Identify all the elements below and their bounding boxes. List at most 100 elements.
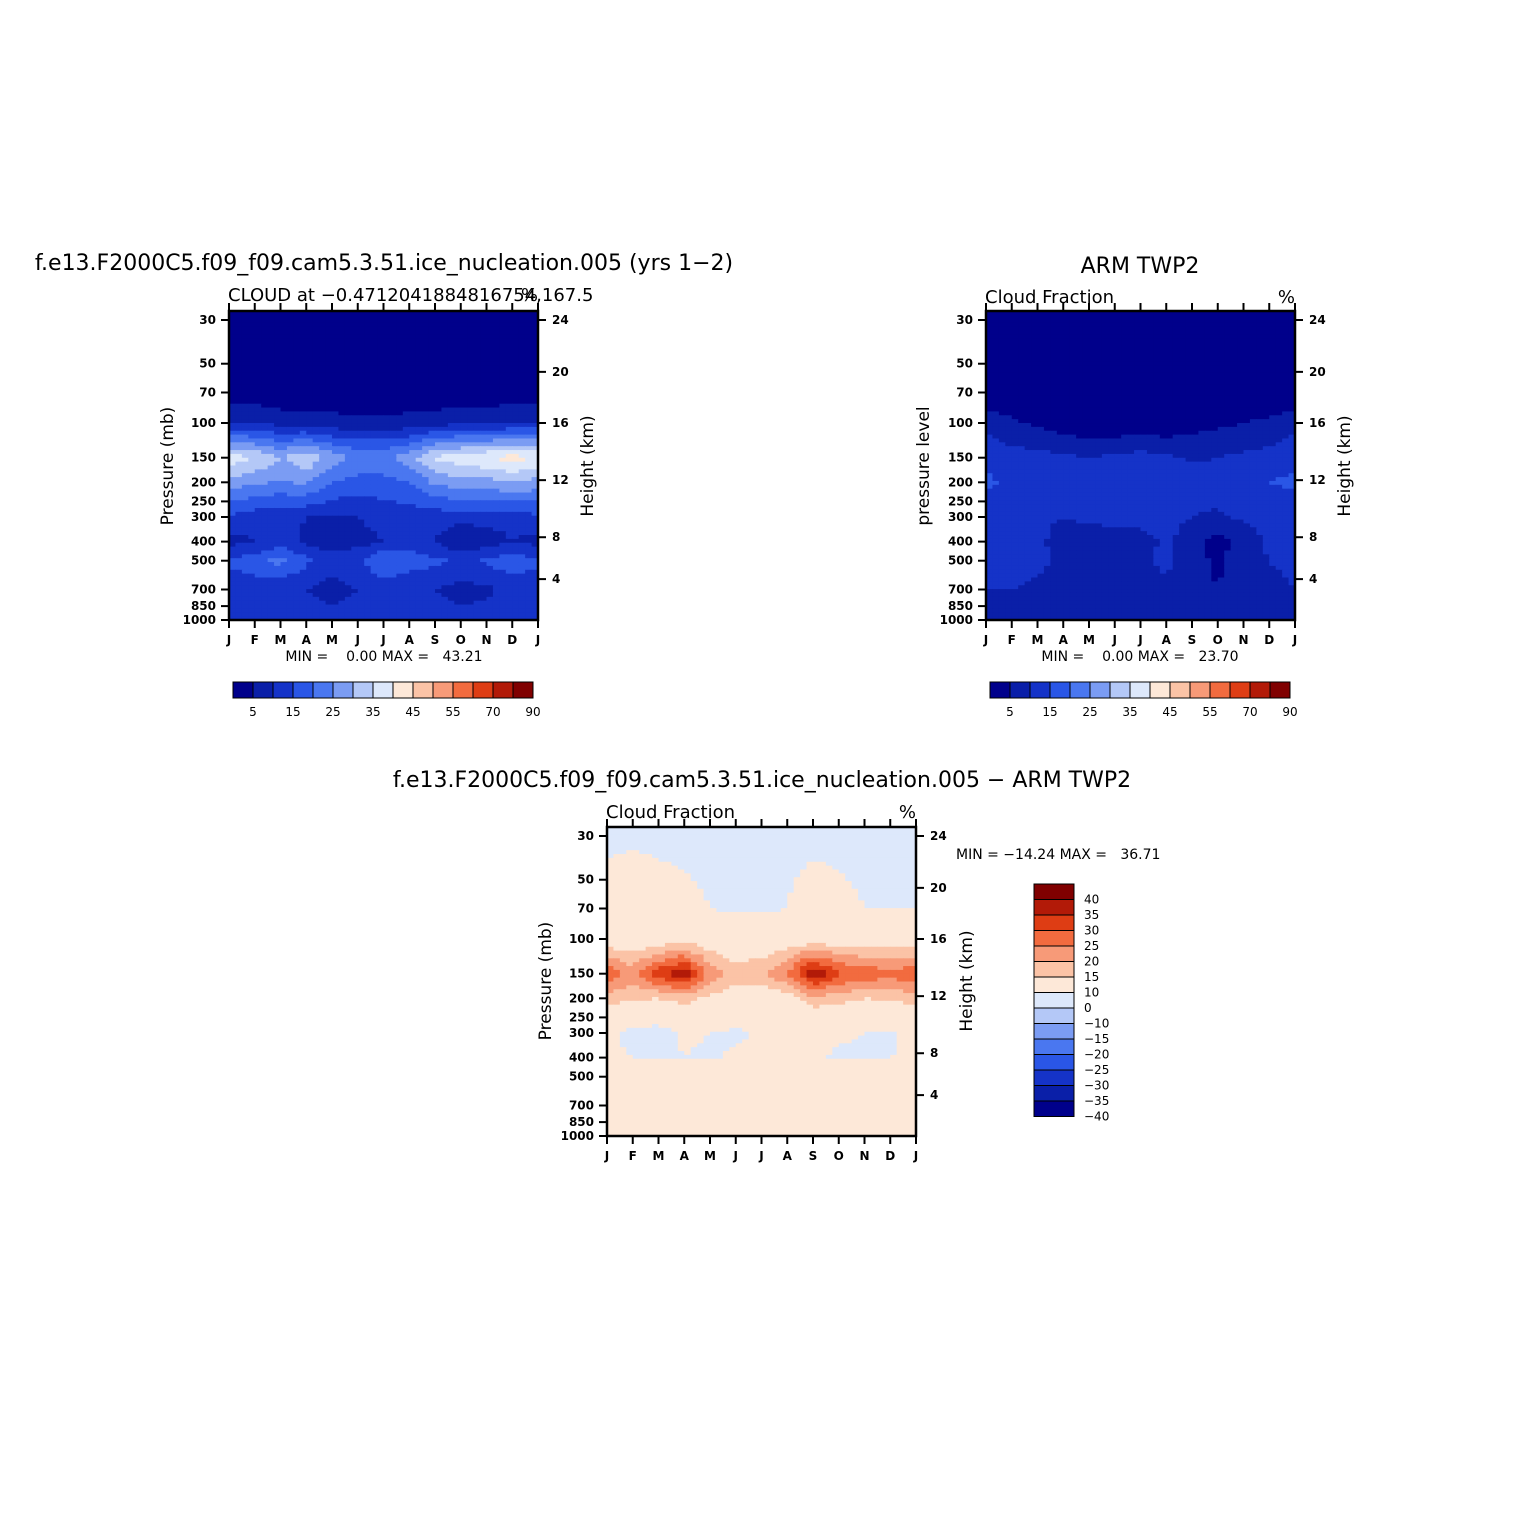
contour-cell bbox=[248, 566, 255, 570]
contour-cell bbox=[261, 481, 268, 485]
contour-cell bbox=[1276, 357, 1283, 361]
contour-cell bbox=[351, 516, 358, 520]
contour-cell bbox=[1218, 381, 1225, 385]
contour-cell bbox=[281, 446, 288, 450]
contour-cell bbox=[364, 396, 371, 400]
contour-cell bbox=[1095, 353, 1102, 357]
contour-cell bbox=[474, 365, 481, 369]
contour-cell bbox=[371, 450, 378, 454]
contour-cell bbox=[351, 361, 358, 365]
contour-cell bbox=[306, 384, 313, 388]
contour-cell bbox=[242, 593, 249, 597]
contour-cell bbox=[248, 612, 255, 616]
contour-cell bbox=[441, 597, 448, 601]
contour-cell bbox=[519, 493, 526, 497]
contour-cell bbox=[377, 377, 384, 381]
contour-cell bbox=[1121, 392, 1128, 396]
contour-cell bbox=[441, 473, 448, 477]
contour-cell bbox=[377, 458, 384, 462]
contour-cell bbox=[499, 516, 506, 520]
contour-cell bbox=[1269, 338, 1276, 342]
contour-cell bbox=[454, 411, 461, 415]
contour-cell bbox=[467, 377, 474, 381]
contour-cell bbox=[1173, 384, 1180, 388]
contour-cell bbox=[351, 539, 358, 543]
contour-cell bbox=[338, 415, 345, 419]
contour-cell bbox=[474, 554, 481, 558]
contour-cell bbox=[454, 566, 461, 570]
contour-cell bbox=[409, 334, 416, 338]
contour-cell bbox=[429, 516, 436, 520]
contour-cell bbox=[338, 512, 345, 516]
contour-cell bbox=[429, 558, 436, 562]
contour-cell bbox=[480, 527, 487, 531]
contour-cell bbox=[281, 408, 288, 412]
contour-cell bbox=[441, 442, 448, 446]
contour-cell bbox=[255, 408, 262, 412]
contour-cell bbox=[1063, 330, 1070, 334]
contour-cell bbox=[487, 438, 494, 442]
contour-cell bbox=[338, 381, 345, 385]
y-tick-label: 50 bbox=[199, 357, 216, 371]
contour-cell bbox=[345, 581, 352, 585]
contour-cell bbox=[255, 481, 262, 485]
contour-cell bbox=[255, 485, 262, 489]
contour-cell bbox=[235, 589, 242, 593]
contour-cell bbox=[332, 535, 339, 539]
contour-cell bbox=[1179, 388, 1186, 392]
contour-cell bbox=[487, 543, 494, 547]
contour-cell bbox=[409, 388, 416, 392]
contour-cell bbox=[525, 346, 532, 350]
contour-cell bbox=[403, 527, 410, 531]
contour-cell bbox=[255, 388, 262, 392]
contour-cell bbox=[358, 427, 365, 431]
contour-cell bbox=[345, 500, 352, 504]
contour-cell bbox=[319, 481, 326, 485]
contour-cell bbox=[313, 601, 320, 605]
contour-cell bbox=[403, 435, 410, 439]
contour-cell bbox=[293, 384, 300, 388]
contour-cell bbox=[506, 539, 513, 543]
contour-cell bbox=[487, 608, 494, 612]
contour-cell bbox=[313, 477, 320, 481]
contour-cell bbox=[499, 578, 506, 582]
contour-cell bbox=[248, 454, 255, 458]
contour-cell bbox=[454, 500, 461, 504]
contour-cell bbox=[345, 427, 352, 431]
contour-cell bbox=[416, 605, 423, 609]
contour-cell bbox=[461, 574, 468, 578]
contour-cell bbox=[422, 388, 429, 392]
contour-cell bbox=[261, 330, 268, 334]
contour-cell bbox=[429, 323, 436, 327]
contour-cell bbox=[403, 361, 410, 365]
contour-cell bbox=[493, 558, 500, 562]
contour-cell bbox=[461, 334, 468, 338]
contour-cell bbox=[255, 365, 262, 369]
contour-cell bbox=[313, 423, 320, 427]
contour-cell bbox=[242, 338, 249, 342]
contour-cell bbox=[403, 400, 410, 404]
contour-cell bbox=[454, 605, 461, 609]
contour-cell bbox=[293, 473, 300, 477]
contour-cell bbox=[338, 477, 345, 481]
contour-cell bbox=[1050, 326, 1057, 330]
contour-cell bbox=[403, 431, 410, 435]
contour-cell bbox=[1083, 342, 1090, 346]
contour-cell bbox=[1211, 323, 1218, 327]
contour-cell bbox=[390, 357, 397, 361]
contour-cell bbox=[261, 520, 268, 524]
contour-cell bbox=[1282, 361, 1289, 365]
contour-cell bbox=[1269, 357, 1276, 361]
contour-cell bbox=[377, 554, 384, 558]
contour-cell bbox=[1005, 377, 1012, 381]
contour-cell bbox=[519, 442, 526, 446]
contour-cell bbox=[338, 489, 345, 493]
contour-cell bbox=[268, 396, 275, 400]
contour-cell bbox=[313, 523, 320, 527]
contour-cell bbox=[248, 396, 255, 400]
contour-cell bbox=[255, 520, 262, 524]
contour-cell bbox=[345, 315, 352, 319]
contour-cell bbox=[306, 566, 313, 570]
contour-cell bbox=[1057, 357, 1064, 361]
